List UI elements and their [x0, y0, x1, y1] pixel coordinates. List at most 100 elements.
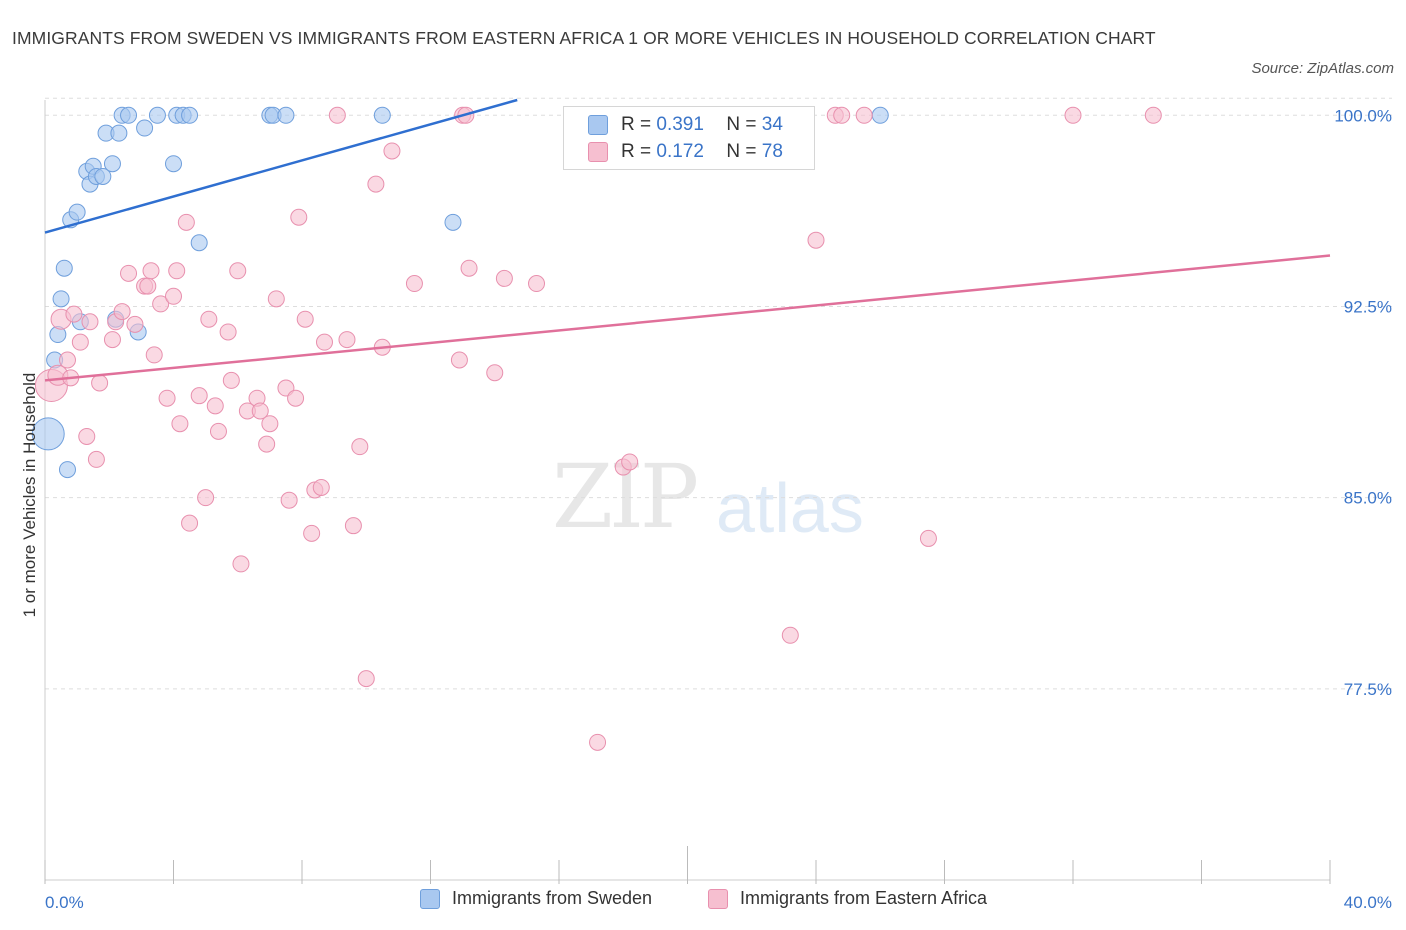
point-africa	[219, 323, 237, 341]
point-africa	[142, 262, 160, 280]
point-africa	[351, 438, 369, 456]
point-africa	[807, 231, 825, 249]
point-africa	[229, 262, 247, 280]
point-africa	[338, 331, 356, 349]
watermark-atlas: atlas	[716, 469, 864, 547]
point-sweden	[148, 106, 166, 124]
legend-swatch-sweden	[420, 888, 440, 909]
point-sweden	[871, 106, 889, 124]
legend-r-value: 0.172	[656, 141, 704, 162]
legend-swatch-africa	[708, 888, 728, 909]
point-africa	[287, 389, 305, 407]
point-sweden	[55, 259, 73, 277]
point-sweden	[58, 461, 76, 479]
trendline-sweden	[44, 98, 518, 234]
point-africa	[181, 514, 199, 532]
point-africa	[168, 262, 186, 280]
source-label: Source: ZipAtlas.com	[1251, 60, 1394, 77]
legend-row-sweden: R = 0.391 N = 34	[588, 112, 783, 138]
point-africa	[65, 305, 83, 323]
legend-r-label: R =	[621, 141, 652, 162]
point-sweden	[444, 213, 462, 231]
point-africa	[158, 389, 176, 407]
point-sweden	[277, 106, 295, 124]
legend-label-africa: Immigrants from Eastern Africa	[740, 888, 988, 908]
point-sweden	[136, 119, 154, 137]
point-africa	[145, 346, 163, 364]
point-africa	[139, 277, 157, 295]
point-africa	[58, 351, 76, 369]
point-africa	[357, 670, 375, 688]
point-africa	[383, 142, 401, 160]
point-africa	[78, 427, 96, 445]
point-africa	[177, 213, 195, 231]
y-tick-label: 92.5%	[1344, 297, 1392, 316]
point-africa	[267, 290, 285, 308]
point-africa	[251, 402, 269, 420]
point-africa	[495, 269, 513, 287]
legend-n-label: N =	[726, 141, 757, 162]
point-africa	[1064, 106, 1082, 124]
point-africa	[200, 310, 218, 328]
point-africa	[486, 364, 504, 382]
legend-row-africa: R = 0.172 N = 78	[588, 139, 783, 165]
legend-swatch-africa	[588, 142, 608, 162]
point-africa	[152, 295, 170, 313]
point-sweden	[120, 106, 138, 124]
point-africa	[165, 287, 182, 305]
point-sweden	[165, 155, 182, 173]
point-africa	[87, 450, 105, 468]
point-africa	[290, 208, 308, 226]
trendline-africa	[44, 254, 1331, 382]
point-africa	[344, 517, 362, 535]
point-africa	[103, 331, 121, 349]
point-africa	[197, 489, 215, 507]
point-africa	[120, 264, 138, 282]
point-sweden	[68, 203, 86, 221]
point-africa	[312, 478, 330, 496]
point-africa	[171, 415, 189, 433]
point-africa	[232, 555, 250, 573]
point-africa	[126, 315, 144, 333]
point-africa	[833, 106, 851, 124]
x-tick-label: 0.0%	[45, 893, 84, 912]
y-tick-label: 77.5%	[1344, 680, 1392, 699]
point-africa	[315, 333, 333, 351]
point-sweden	[110, 124, 128, 142]
point-africa	[589, 733, 607, 751]
point-africa	[367, 175, 385, 193]
legend-item-africa: Immigrants from Eastern Africa	[708, 888, 987, 909]
point-africa	[113, 303, 131, 321]
point-sweden	[103, 155, 121, 173]
point-sweden	[190, 234, 208, 252]
legend-label-sweden: Immigrants from Sweden	[452, 888, 653, 908]
point-africa	[206, 397, 224, 415]
point-africa	[781, 626, 799, 644]
legend-n-value: 34	[761, 114, 783, 135]
y-tick-label: 85.0%	[1344, 489, 1392, 508]
legend-n-label: N =	[726, 114, 757, 135]
point-africa	[303, 524, 321, 542]
legend-item-sweden: Immigrants from Sweden	[420, 888, 652, 909]
point-africa	[296, 310, 314, 328]
point-africa	[460, 259, 478, 277]
point-africa	[91, 374, 109, 392]
point-sweden	[94, 167, 112, 185]
point-africa	[621, 453, 639, 471]
legend-n-value: 78	[761, 141, 783, 162]
chart-title: IMMIGRANTS FROM SWEDEN VS IMMIGRANTS FRO…	[12, 28, 1156, 48]
y-tick-label: 100.0%	[1334, 106, 1392, 125]
point-africa	[328, 106, 346, 124]
point-africa	[209, 422, 227, 440]
point-africa	[855, 106, 873, 124]
point-africa	[222, 371, 240, 389]
point-africa	[1144, 106, 1162, 124]
point-sweden	[181, 106, 199, 124]
point-africa	[261, 415, 279, 433]
point-africa	[450, 351, 468, 369]
legend-r-label: R =	[621, 114, 652, 135]
point-africa	[81, 313, 99, 331]
point-africa	[405, 275, 423, 293]
legend-r-value: 0.391	[656, 114, 704, 135]
